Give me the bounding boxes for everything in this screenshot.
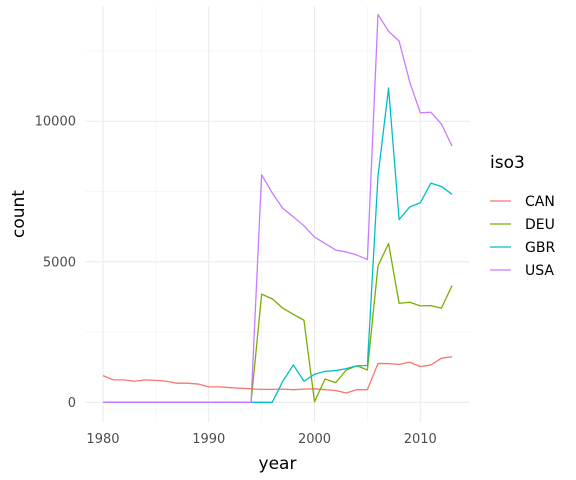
x-axis-title: year [259,454,297,474]
y-tick-label: 10000 [35,115,76,130]
x-tick-label: 1990 [192,432,225,447]
legend-label-can: CAN [525,194,555,210]
x-tick-label: 2010 [404,432,437,447]
y-axis-tick-labels: 0 5000 10000 [35,115,76,411]
legend: iso3 CAN DEU GBR USA [490,153,555,279]
series-line-can [102,356,453,394]
legend-items: CAN DEU GBR USA [490,194,555,279]
legend-label-gbr: GBR [525,240,555,256]
legend-label-usa: USA [525,263,554,279]
series-lines [102,13,453,403]
y-tick-label: 0 [68,396,76,411]
x-tick-label: 2000 [298,432,331,447]
major-gridlines [85,6,470,422]
x-axis-tick-labels: 1980 1990 2000 2010 [86,432,436,447]
series-line-deu [102,242,453,403]
y-axis-title: count [9,190,29,238]
legend-title: iso3 [490,153,525,173]
y-tick-label: 5000 [43,255,76,270]
legend-label-deu: DEU [525,217,555,233]
series-line-usa [102,13,453,403]
minor-gridlines [85,6,470,422]
x-tick-label: 1980 [86,432,119,447]
series-line-gbr [102,87,453,403]
